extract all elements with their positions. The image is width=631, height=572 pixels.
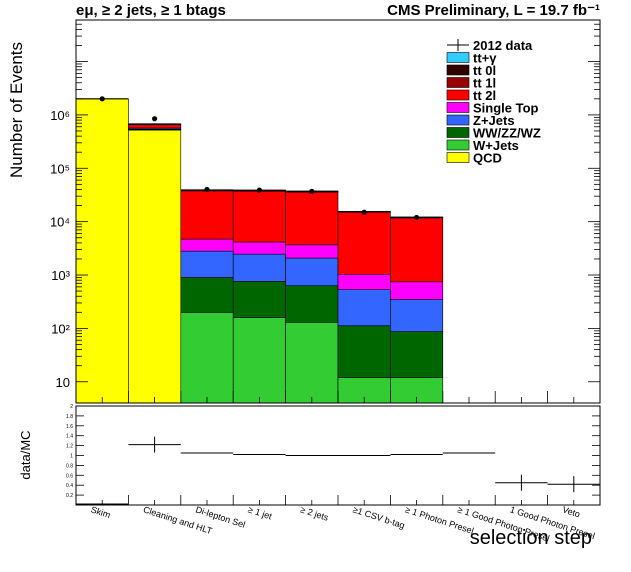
bar-segment-single-top-bin-5 [337, 273, 391, 290]
legend-label: tt 2l [473, 88, 496, 103]
ratio-plot-axes: 0.2 0.4 0.6 0.8 1 1.2 1.4 1.6 1.8 2 [66, 404, 601, 506]
x-category-label: Veto [561, 504, 581, 519]
ratio-y-tick-label: 1.8 [66, 414, 73, 420]
ratio-y-tick-label: 1.2 [66, 444, 73, 450]
legend-label: W+Jets [473, 138, 519, 153]
bar-segment-ww-zz-wz-bin-4 [285, 285, 339, 323]
bar-segment-tt-2l-bin-1 [128, 124, 182, 129]
bar-segment-ww-zz-wz-bin-3 [232, 281, 286, 318]
bar-segment-z-jets-bin-2 [180, 250, 234, 278]
bar-segment-z-jets-bin-5 [337, 289, 391, 327]
legend-label: tt+γ [473, 51, 497, 66]
legend-swatch [446, 52, 470, 63]
y-tick-label: 10 [56, 375, 70, 390]
main-plot-bars [75, 98, 444, 404]
legend-swatch [446, 102, 470, 113]
bar-segment-qcd-bin-1 [128, 129, 182, 404]
data-point [204, 186, 210, 193]
bar-segment-tt-2l-bin-6 [390, 217, 444, 283]
bar-segment-w-jets-bin-4 [285, 322, 339, 404]
ratio-y-axis-label: data/MC [18, 430, 33, 479]
legend-label: Z+Jets [473, 113, 515, 128]
legend-swatch [446, 64, 470, 76]
y-tick-label: 10⁴ [50, 215, 70, 230]
data-point [99, 96, 105, 102]
data-point [152, 116, 158, 122]
ratio-y-tick-label: 2 [70, 404, 73, 410]
ratio-y-tick-label: 0.4 [66, 483, 73, 489]
data-point [361, 209, 367, 215]
y-tick-label: 10³ [51, 268, 70, 283]
ratio-y-tick-label: 1.6 [66, 424, 73, 430]
legend-swatch [446, 152, 470, 163]
legend-swatch [446, 139, 470, 151]
bar-segment-single-top-bin-2 [180, 238, 234, 252]
legend-label: Single Top [473, 101, 539, 116]
bar-segment-w-jets-bin-3 [232, 317, 286, 404]
ratio-y-tick-label: 0.2 [66, 493, 73, 499]
bar-segment-single-top-bin-6 [390, 281, 444, 300]
bar-segment-single-top-bin-3 [232, 241, 286, 255]
ratio-y-tick-label: 0.8 [66, 463, 73, 469]
bar-segment-ww-zz-wz-bin-2 [180, 277, 234, 313]
legend-swatch [446, 89, 470, 101]
data-point [309, 188, 315, 194]
bar-segment-tt-2l-bin-3 [232, 190, 286, 243]
ratio-plot-points [76, 436, 600, 505]
legend-label: tt 0l [473, 63, 496, 78]
legend-swatch [446, 114, 470, 126]
bar-segment-tt-2l-bin-2 [180, 190, 234, 240]
bar-segment-single-top-bin-4 [285, 244, 339, 259]
legend-label: 2012 data [473, 38, 533, 53]
bar-segment-qcd-bin-0 [75, 98, 129, 404]
y-tick-label: 10⁶ [50, 108, 70, 123]
y-tick-label: 10⁵ [50, 161, 70, 176]
y-tick-label: 10² [51, 321, 70, 336]
main-y-axis-label: Number of Events [7, 42, 26, 178]
main-plot-axes: 10 10² 10³ 10⁴ 10⁵ 10⁶ [50, 19, 601, 404]
chart-title-right: CMS Preliminary, L = 19.7 fb⁻¹ [387, 2, 600, 19]
ratio-y-tick-label: 1 [70, 454, 73, 460]
x-axis-label: selection step [470, 527, 592, 549]
legend-label: tt 1l [473, 76, 496, 91]
bar-segment-z-jets-bin-4 [285, 257, 339, 287]
bar-segment-z-jets-bin-3 [232, 253, 286, 282]
bar-segment-ww-zz-wz-bin-5 [337, 325, 391, 378]
bar-segment-w-jets-bin-2 [180, 312, 234, 404]
legend-label: QCD [473, 151, 502, 166]
x-category-label: Skim [90, 504, 112, 520]
bar-segment-ww-zz-wz-bin-6 [390, 331, 444, 378]
ratio-y-tick-label: 0.6 [66, 473, 73, 479]
chart-title-left: eμ, ≥ 2 jets, ≥ 1 btags [76, 2, 226, 19]
x-category-label: ≥ 2 jets [299, 504, 330, 523]
data-point [256, 187, 262, 193]
bar-segment-z-jets-bin-6 [390, 299, 444, 332]
bar-segment-tt-2l-bin-5 [337, 211, 391, 275]
ratio-y-tick-label: 1.4 [66, 434, 73, 440]
legend-swatch [446, 77, 470, 88]
x-category-label: ≥1 CSV b-tag [352, 504, 406, 530]
main-plot-data-points [99, 96, 420, 221]
bar-segment-tt-2l-bin-4 [285, 191, 339, 246]
legend-swatch [446, 127, 470, 138]
data-point [414, 214, 420, 221]
x-category-label: ≥ 1 jet [247, 504, 274, 521]
legend-label: WW/ZZ/WZ [473, 126, 541, 141]
